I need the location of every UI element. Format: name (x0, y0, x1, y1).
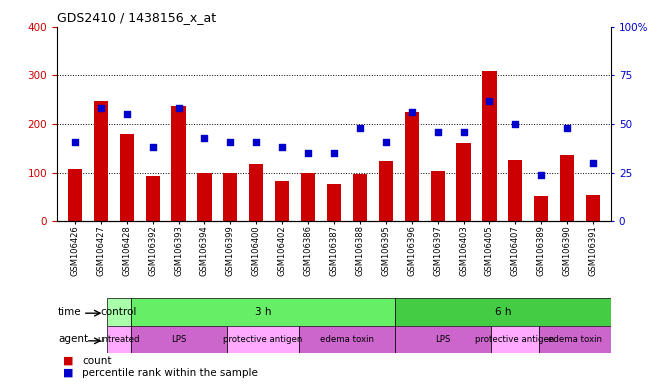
Bar (395, 298, 611, 326)
Bar (120, 134, 134, 221)
Point (122, 111, 132, 118)
Text: agent: agent (58, 334, 88, 344)
Point (381, 139, 391, 145)
Bar (395, 326, 491, 353)
Bar (227, 326, 299, 353)
Text: LPS: LPS (171, 335, 186, 344)
Bar (405, 112, 419, 221)
Text: ■: ■ (63, 356, 74, 366)
Bar (197, 173, 212, 221)
Point (432, 129, 443, 135)
Bar (67, 169, 82, 221)
Text: count: count (82, 356, 112, 366)
Bar (131, 298, 395, 326)
Bar (249, 164, 263, 221)
Point (303, 150, 313, 156)
Text: protective antigen: protective antigen (223, 335, 303, 344)
Point (148, 144, 158, 151)
Bar (131, 326, 227, 353)
Text: 3 h: 3 h (255, 307, 271, 317)
Text: 6 h: 6 h (495, 307, 512, 317)
Bar (94, 101, 108, 221)
Text: LPS: LPS (436, 335, 451, 344)
Bar (379, 161, 393, 221)
Bar (586, 195, 601, 221)
Text: control: control (101, 307, 137, 317)
Bar (353, 174, 367, 221)
Bar (223, 173, 238, 221)
Point (69, 139, 80, 145)
Text: ■: ■ (63, 367, 74, 377)
Point (225, 139, 236, 145)
Bar (539, 326, 611, 353)
Bar (430, 171, 445, 221)
Bar (107, 298, 131, 326)
Text: untreated: untreated (98, 335, 140, 344)
Text: edema toxin: edema toxin (320, 335, 374, 344)
Point (173, 106, 184, 112)
Bar (146, 176, 160, 221)
Text: time: time (58, 307, 81, 317)
Point (329, 150, 339, 156)
Text: percentile rank within the sample: percentile rank within the sample (82, 367, 258, 377)
Text: protective antigen: protective antigen (476, 335, 555, 344)
Point (199, 134, 210, 141)
Bar (299, 326, 395, 353)
Point (458, 129, 469, 135)
Point (484, 98, 495, 104)
Point (251, 139, 262, 145)
Bar (107, 326, 131, 353)
Point (96, 106, 106, 112)
Bar (534, 196, 548, 221)
Text: GDS2410 / 1438156_x_at: GDS2410 / 1438156_x_at (57, 12, 216, 25)
Bar (172, 106, 186, 221)
Point (355, 125, 365, 131)
Bar (456, 144, 471, 221)
Bar (491, 326, 539, 353)
Point (536, 172, 546, 178)
Bar (301, 173, 315, 221)
Bar (508, 160, 522, 221)
Bar (275, 181, 289, 221)
Point (510, 121, 520, 127)
Bar (327, 184, 341, 221)
Point (406, 109, 417, 116)
Text: edema toxin: edema toxin (548, 335, 602, 344)
Point (562, 125, 572, 131)
Bar (560, 155, 574, 221)
Point (588, 160, 599, 166)
Bar (482, 71, 496, 221)
Point (277, 144, 287, 151)
